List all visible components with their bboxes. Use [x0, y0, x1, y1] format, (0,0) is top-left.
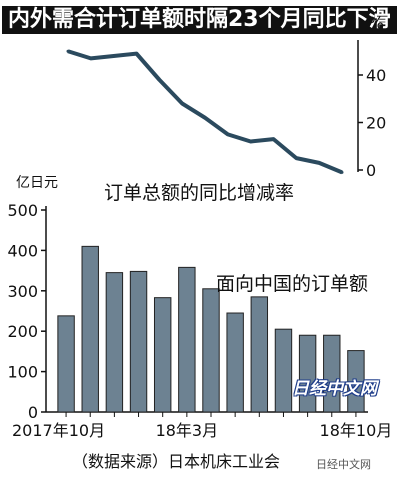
source-note: （数据来源）日本机床工业会 [72, 452, 281, 471]
line-point [294, 156, 298, 160]
line-point [135, 52, 138, 56]
bar-y-tick-label: 200 [7, 322, 38, 341]
bar [81, 245, 99, 413]
line-point [112, 54, 116, 58]
bar-chart-title: 面向中国的订单额 [216, 273, 369, 295]
bar-y-tick-label: 300 [7, 282, 38, 301]
watermark-logo: 日经中文网 [292, 379, 377, 399]
line-point [203, 116, 207, 120]
bar-y-tick-label: 500 [7, 201, 38, 220]
corner-watermark: 日经中文网 [316, 458, 371, 471]
bar [202, 288, 220, 413]
line-point [180, 102, 184, 105]
bar-y-tick-label: 0 [28, 403, 38, 422]
line-point [157, 78, 161, 82]
line-chart-title: 订单总额的同比增减率 [104, 182, 295, 204]
bar-y-tick-label: 100 [7, 363, 38, 382]
bar [105, 272, 124, 413]
bar [57, 315, 75, 413]
line-y-tick-label: 0 [366, 161, 376, 180]
bar [153, 297, 172, 413]
bar-y-tick-label: 400 [7, 241, 38, 260]
headline: 内外需合计订单额时隔23个月同比下滑 [2, 6, 397, 34]
line-point [272, 137, 275, 141]
line-point [226, 132, 230, 136]
line-y-unit: % [368, 14, 385, 34]
bar [250, 296, 269, 413]
bar [129, 270, 148, 413]
line-point [89, 56, 93, 60]
line-chart: 0 20 40 [66, 40, 386, 180]
line-y-tick-label: 40 [366, 66, 386, 85]
line-point [317, 161, 321, 165]
line-point [249, 140, 253, 143]
bar [178, 266, 196, 413]
line-point [340, 170, 344, 174]
line-series [67, 49, 343, 175]
bar [274, 328, 293, 413]
bar-x-tick-label: 18年3月 [156, 421, 219, 440]
line-point [66, 49, 70, 53]
bar-x-tick-label: 18年10月 [320, 421, 393, 440]
bar [226, 312, 244, 413]
bar-y-unit: 亿日元 [16, 175, 58, 191]
line-y-tick-label: 20 [366, 114, 386, 133]
bar-chart: 0 100 200 300 400 500 2017年10月 18年3月 18年10月 [7, 201, 392, 440]
bar-x-tick-label: 2017年10月 [12, 421, 105, 440]
